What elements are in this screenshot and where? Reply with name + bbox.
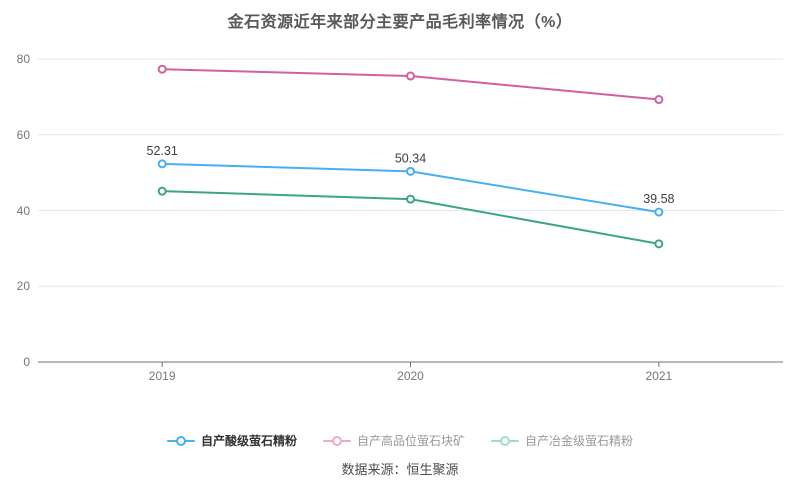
data-point[interactable]: [157, 186, 167, 196]
legend-marker-circle: [175, 436, 186, 446]
legend-item-2[interactable]: 自产冶金级萤石精粉: [491, 434, 633, 448]
data-point[interactable]: [654, 239, 664, 249]
chart-legend: 自产酸级萤石精粉 自产高品位萤石块矿 自产冶金级萤石精粉: [0, 430, 800, 452]
x-tick-label: 2020: [397, 369, 424, 383]
data-point[interactable]: [157, 64, 167, 74]
legend-label: 自产冶金级萤石精粉: [525, 434, 634, 448]
legend-marker-circle: [331, 436, 342, 446]
legend-label: 自产酸级萤石精粉: [200, 434, 297, 448]
legend-label: 自产高品位萤石块矿: [356, 434, 465, 448]
legend-marker-circle: [500, 436, 510, 446]
legend-line-circle-icon: [322, 436, 351, 446]
legend-item-0[interactable]: 自产酸级萤石精粉: [166, 434, 297, 448]
data-source: 数据来源：恒生聚源: [341, 462, 459, 477]
data-point[interactable]: [157, 159, 167, 169]
plot-area: 52.31 50.34 39.58 0 20 40 60 80 2019 2020 2021: [16, 52, 783, 383]
data-point[interactable]: [654, 207, 664, 217]
legend-item-1[interactable]: 自产高品位萤石块矿: [322, 434, 465, 448]
x-tick-label: 2019: [148, 369, 176, 383]
data-point[interactable]: [406, 71, 415, 81]
y-tick-label: 60: [16, 127, 30, 142]
legend-line-circle-icon: [491, 436, 519, 446]
y-tick-label: 40: [16, 203, 30, 218]
data-point-label: 39.58: [643, 192, 674, 206]
legend-line-circle-icon: [166, 436, 195, 446]
line-chart-canvas: 52.31 50.34 39.58: [38, 58, 783, 367]
y-tick-label: 20: [16, 279, 30, 294]
y-tick-label: 80: [16, 52, 30, 66]
y-tick-label: 0: [23, 355, 30, 369]
chart-title: 金石资源近年来部分主要产品毛利率情况（%）: [227, 14, 573, 31]
data-point[interactable]: [406, 166, 415, 176]
data-point-label: 52.31: [147, 144, 178, 158]
data-point-label: 50.34: [395, 151, 426, 165]
x-tick-label: 2021: [645, 369, 673, 383]
data-point[interactable]: [406, 194, 415, 204]
data-point[interactable]: [654, 95, 664, 105]
